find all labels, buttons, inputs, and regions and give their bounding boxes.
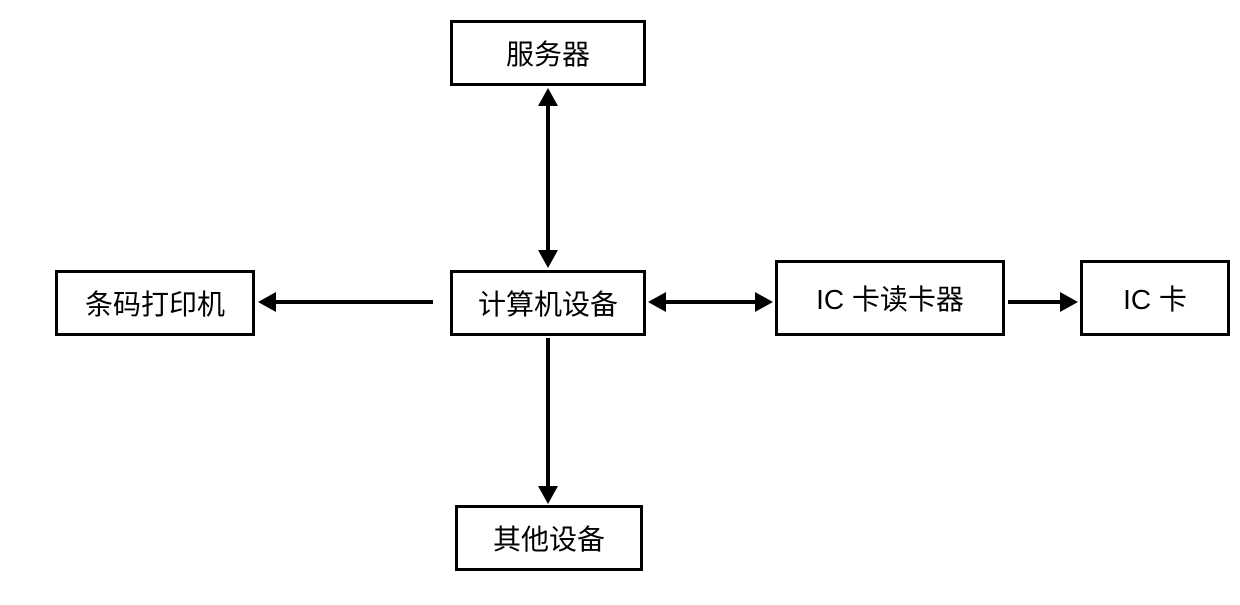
arrowhead-down-icon — [538, 486, 558, 504]
server-label: 服务器 — [506, 33, 590, 73]
edge-reader-card — [1008, 300, 1063, 304]
barcode-printer-node: 条码打印机 — [55, 270, 255, 336]
edge-server-computer — [546, 105, 550, 253]
computer-label: 计算机设备 — [478, 283, 618, 323]
arrowhead-down-icon — [538, 250, 558, 268]
arrowhead-right-icon — [755, 292, 773, 312]
arrowhead-left-icon — [258, 292, 276, 312]
ic-reader-node: IC 卡读卡器 — [775, 260, 1005, 336]
edge-computer-reader — [665, 300, 757, 304]
computer-node: 计算机设备 — [450, 270, 646, 336]
ic-reader-label: IC 卡读卡器 — [816, 278, 964, 318]
arrowhead-left-icon — [648, 292, 666, 312]
edge-computer-other — [546, 338, 550, 488]
other-device-label: 其他设备 — [493, 518, 605, 558]
arrowhead-right-icon — [1060, 292, 1078, 312]
server-node: 服务器 — [450, 20, 646, 86]
ic-card-label: IC 卡 — [1123, 278, 1187, 318]
barcode-printer-label: 条码打印机 — [85, 283, 225, 323]
edge-computer-printer — [275, 300, 433, 304]
arrowhead-up-icon — [538, 88, 558, 106]
ic-card-node: IC 卡 — [1080, 260, 1230, 336]
other-device-node: 其他设备 — [455, 505, 643, 571]
